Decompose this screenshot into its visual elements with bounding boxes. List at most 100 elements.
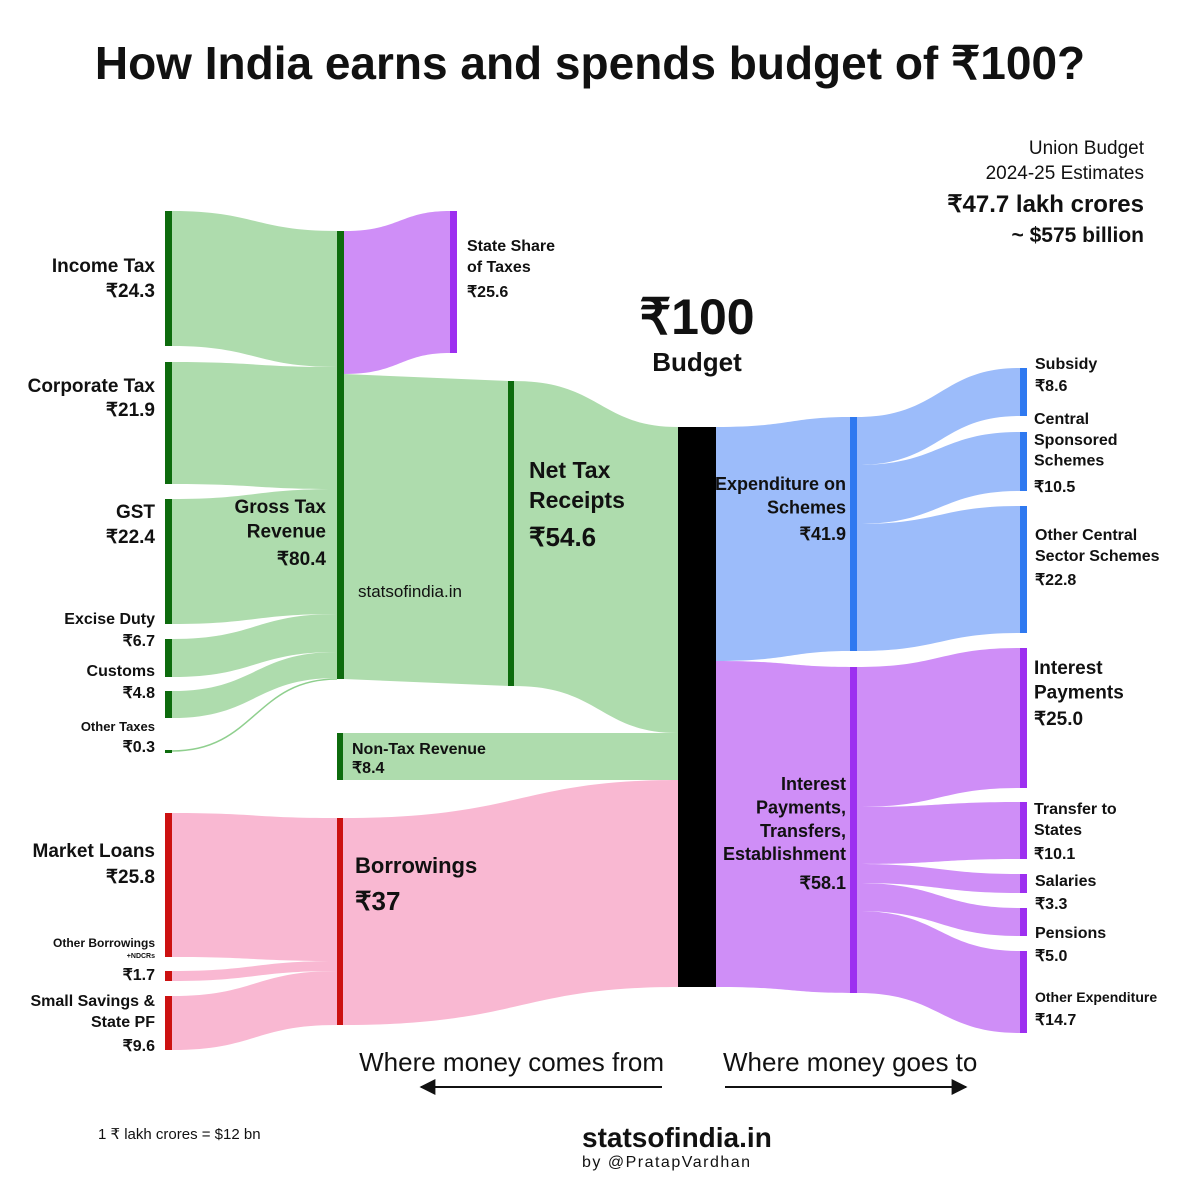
value-other-spend: ₹58.1 (800, 873, 847, 893)
node-subsidy (1020, 368, 1027, 416)
budget-label: Budget (652, 347, 742, 377)
label-market-loans: Market Loans (33, 841, 155, 862)
flow-salaries (857, 864, 1020, 893)
label-net-tax: Net Tax Receipts (529, 457, 625, 513)
value-non-tax: ₹8.4 (352, 760, 385, 777)
footer-byline: by @PratapVardhan (582, 1154, 752, 1171)
node-other-central (1020, 506, 1027, 633)
node-transfer-states (1020, 802, 1027, 859)
value-small-savings: ₹9.6 (123, 1038, 156, 1055)
value-transfer-states: ₹10.1 (1034, 846, 1075, 863)
node-income-tax (165, 211, 172, 346)
label-other-expenditure: Other Expenditure (1035, 989, 1157, 1005)
value-state-share: ₹25.6 (467, 284, 508, 301)
direction-left-label: Where money comes from (359, 1047, 664, 1077)
value-borrowings: ₹37 (355, 886, 400, 916)
flow-pensions (857, 883, 1020, 936)
node-gst (165, 499, 172, 624)
label-transfer-states: Transfer to States (1034, 801, 1117, 839)
value-css: ₹10.5 (1034, 479, 1075, 496)
node-other-expenditure (1020, 951, 1027, 1033)
flow-schemes (716, 417, 850, 661)
label-css: Central Sponsored Schemes (1034, 411, 1118, 470)
flow-borrowings (343, 780, 678, 1025)
node-other-taxes (165, 750, 172, 753)
node-net-tax (508, 381, 514, 686)
flow-other-central (857, 506, 1020, 651)
value-market-loans: ₹25.8 (106, 867, 155, 888)
label-schemes: Expenditure on Schemes (715, 474, 846, 517)
value-customs: ₹4.8 (123, 685, 156, 702)
watermark: statsofindia.in (358, 582, 462, 601)
header-total-inr: ₹47.7 lakh crores (947, 191, 1144, 218)
flow-subsidy (857, 368, 1020, 465)
value-other-taxes: ₹0.3 (123, 739, 156, 756)
label-other-borrowings: Other Borrowings (53, 936, 155, 950)
node-css (1020, 432, 1027, 491)
header-union-budget: Union Budget (1029, 138, 1145, 159)
value-gross-tax: ₹80.4 (277, 549, 327, 570)
label-salaries: Salaries (1035, 873, 1096, 890)
label-state-share: State Share of Taxes (467, 238, 555, 276)
value-subsidy: ₹8.6 (1035, 378, 1068, 395)
label-subsidy: Subsidy (1035, 356, 1097, 373)
header-estimates: 2024-25 Estimates (986, 163, 1144, 184)
flow-gross-to-net (344, 374, 509, 686)
node-other-borrowings (165, 971, 172, 981)
flow-small-savings (172, 971, 337, 1050)
label-gst: GST (116, 502, 155, 523)
node-other-spend (850, 667, 857, 993)
flow-transfer-states (857, 802, 1020, 864)
note-other-borrowings: +NDCRs (127, 953, 155, 960)
value-excise: ₹6.7 (123, 633, 156, 650)
flow-income-tax (172, 211, 337, 367)
page-title: How India earns and spends budget of ₹10… (95, 37, 1085, 89)
flow-other-spend (716, 661, 850, 993)
flow-other-expenditure (857, 911, 1020, 1033)
footer-brand: statsofindia.in (582, 1122, 772, 1153)
value-other-borrowings: ₹1.7 (123, 967, 156, 984)
label-gross-tax: Gross Tax Revenue (234, 497, 326, 543)
value-gst: ₹22.4 (106, 527, 156, 548)
node-gross-tax (337, 231, 344, 679)
conversion-note: 1 ₹ lakh crores = $12 bn (98, 1126, 261, 1143)
flow-state-share (344, 211, 450, 374)
flow-corporate-tax (172, 362, 337, 489)
value-schemes: ₹41.9 (800, 524, 847, 544)
label-income-tax: Income Tax (52, 256, 156, 277)
node-pensions (1020, 908, 1027, 936)
value-other-central: ₹22.8 (1035, 572, 1076, 589)
node-small-savings (165, 996, 172, 1050)
flow-net-tax (514, 381, 678, 733)
node-state-share (450, 211, 457, 353)
flow-other-taxes (171, 678, 338, 752)
budget-value: ₹100 (639, 289, 754, 345)
value-income-tax: ₹24.3 (106, 281, 155, 302)
label-non-tax: Non-Tax Revenue (352, 741, 486, 758)
node-salaries (1020, 874, 1027, 893)
label-customs: Customs (87, 663, 156, 680)
label-pensions: Pensions (1035, 925, 1106, 942)
flow-excise (172, 614, 337, 677)
value-net-tax: ₹54.6 (529, 522, 596, 552)
label-other-spend: Interest Payments, Transfers, Establishment (723, 774, 846, 864)
node-schemes (850, 417, 857, 651)
flow-customs (172, 652, 337, 718)
node-non-tax (337, 733, 343, 780)
label-borrowings: Borrowings (355, 853, 477, 878)
node-borrowings (337, 818, 343, 1025)
node-interest (1020, 648, 1027, 788)
label-interest: Interest Payments (1034, 658, 1124, 704)
value-salaries: ₹3.3 (1035, 896, 1068, 913)
flow-interest (857, 648, 1020, 807)
flow-css (857, 432, 1020, 524)
direction-right-label: Where money goes to (723, 1047, 977, 1077)
node-excise (165, 639, 172, 677)
label-other-taxes: Other Taxes (81, 719, 155, 734)
node-corporate-tax (165, 362, 172, 484)
flow-gst (172, 489, 337, 624)
node-customs (165, 691, 172, 718)
flow-market-loans (172, 813, 337, 961)
node-budget (678, 427, 716, 987)
label-excise: Excise Duty (64, 611, 155, 628)
